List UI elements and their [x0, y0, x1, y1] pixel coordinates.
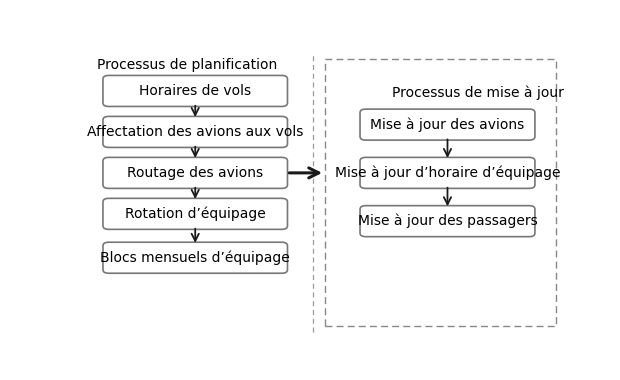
Text: Processus de planification: Processus de planification: [97, 58, 277, 71]
FancyBboxPatch shape: [103, 157, 288, 188]
Text: Affectation des avions aux vols: Affectation des avions aux vols: [87, 125, 303, 139]
Text: Routage des avions: Routage des avions: [127, 166, 264, 180]
FancyBboxPatch shape: [103, 242, 288, 273]
FancyBboxPatch shape: [360, 109, 535, 140]
Text: Mise à jour des passagers: Mise à jour des passagers: [358, 214, 538, 228]
Text: Processus de mise à jour: Processus de mise à jour: [392, 85, 564, 100]
Text: Horaires de vols: Horaires de vols: [139, 84, 251, 98]
FancyBboxPatch shape: [103, 76, 288, 106]
FancyBboxPatch shape: [103, 116, 288, 147]
Text: Mise à jour des avions: Mise à jour des avions: [370, 117, 525, 132]
Text: Blocs mensuels d’équipage: Blocs mensuels d’équipage: [100, 250, 290, 265]
FancyBboxPatch shape: [360, 157, 535, 188]
FancyBboxPatch shape: [103, 198, 288, 230]
Text: Rotation d’équipage: Rotation d’équipage: [125, 207, 265, 221]
Text: Mise à jour d’horaire d’équipage: Mise à jour d’horaire d’équipage: [335, 166, 560, 180]
FancyBboxPatch shape: [360, 206, 535, 237]
